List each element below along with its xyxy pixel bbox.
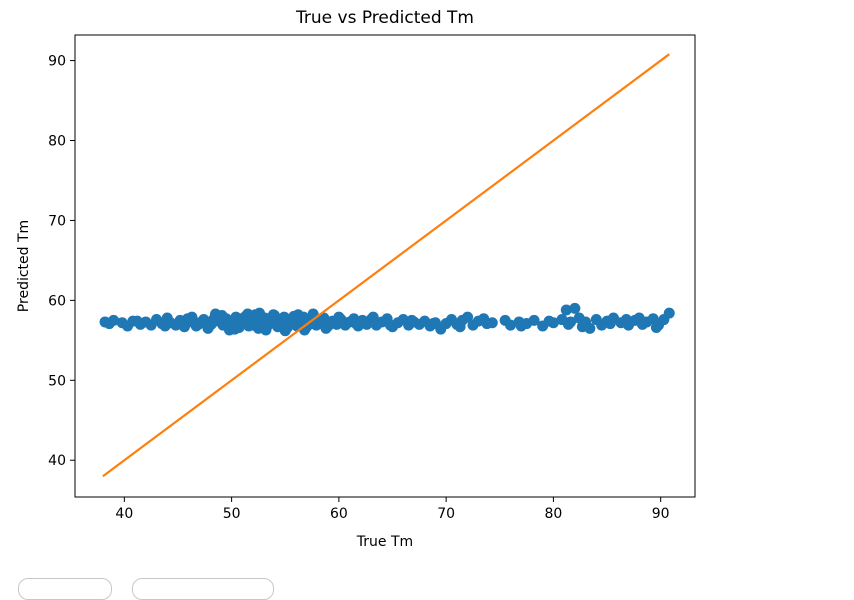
scatter-point bbox=[454, 321, 466, 333]
scatter-point bbox=[584, 322, 596, 334]
scatter-point bbox=[182, 313, 194, 325]
scatter-point bbox=[159, 320, 171, 332]
scatter-point bbox=[207, 314, 219, 326]
plot-area bbox=[99, 53, 675, 478]
scatter-point bbox=[260, 324, 272, 336]
y-axis-label: Predicted Tm bbox=[16, 220, 32, 312]
scatter-point bbox=[367, 311, 379, 323]
scatter-point bbox=[242, 308, 254, 320]
scatter-point bbox=[247, 319, 259, 331]
scatter-point bbox=[350, 318, 362, 330]
scatter-point bbox=[505, 319, 517, 331]
scatter-point bbox=[462, 311, 474, 323]
y-tick-label: 60 bbox=[48, 293, 66, 309]
scatter-point bbox=[267, 309, 279, 321]
output-button-1[interactable] bbox=[18, 578, 112, 600]
y-tick-label: 50 bbox=[48, 373, 66, 389]
scatter-point bbox=[320, 322, 332, 334]
scatter-point bbox=[406, 314, 418, 326]
scatter-point bbox=[528, 314, 540, 326]
scatter-point bbox=[131, 315, 143, 327]
scatter-point bbox=[311, 314, 323, 326]
x-axis-label: True Tm bbox=[356, 534, 413, 550]
scatter-point bbox=[384, 319, 396, 331]
scatter-point bbox=[216, 310, 228, 322]
scatter-point bbox=[663, 307, 675, 319]
scatter-point bbox=[560, 304, 572, 316]
scatter-point bbox=[103, 318, 115, 330]
x-tick-label: 60 bbox=[330, 506, 348, 522]
chart-title: True vs Predicted Tm bbox=[295, 8, 474, 28]
scatter-point bbox=[286, 318, 298, 330]
output-button-2[interactable] bbox=[132, 578, 274, 600]
scatter-point bbox=[279, 325, 291, 337]
scatter-point bbox=[192, 318, 204, 330]
scatter-point bbox=[427, 318, 439, 330]
scatter-point bbox=[620, 314, 632, 326]
x-tick-label: 50 bbox=[223, 506, 241, 522]
scatter-point bbox=[292, 309, 304, 321]
y-tick-label: 80 bbox=[48, 134, 66, 150]
scatter-point bbox=[604, 318, 616, 330]
plot-frame bbox=[74, 34, 696, 498]
scatter-point bbox=[253, 307, 265, 319]
scatter-point bbox=[481, 318, 493, 330]
x-tick-label: 40 bbox=[115, 506, 133, 522]
scatter-point bbox=[562, 318, 574, 330]
scatter-chart: True vs Predicted Tm 40 50 60 70 80 90 40 50 60… bbox=[16, 8, 696, 550]
y-tick-label: 70 bbox=[48, 213, 66, 229]
scatter-point bbox=[636, 318, 648, 330]
x-tick-label: 90 bbox=[652, 506, 670, 522]
x-tick-label: 80 bbox=[544, 506, 562, 522]
y-tick-label: 40 bbox=[48, 453, 66, 469]
scatter-point bbox=[333, 311, 345, 323]
scatter-point bbox=[515, 320, 527, 332]
scatter-point bbox=[650, 322, 662, 334]
y-tick-label: 90 bbox=[48, 54, 66, 70]
identity-line bbox=[102, 53, 670, 478]
scatter-point bbox=[229, 323, 241, 335]
scatter-point bbox=[543, 315, 555, 327]
scatter-point bbox=[569, 302, 581, 314]
x-axis: 40 50 60 70 80 90 bbox=[115, 497, 670, 522]
x-tick-label: 70 bbox=[437, 506, 455, 522]
y-axis: 40 50 60 70 80 90 bbox=[48, 54, 75, 469]
